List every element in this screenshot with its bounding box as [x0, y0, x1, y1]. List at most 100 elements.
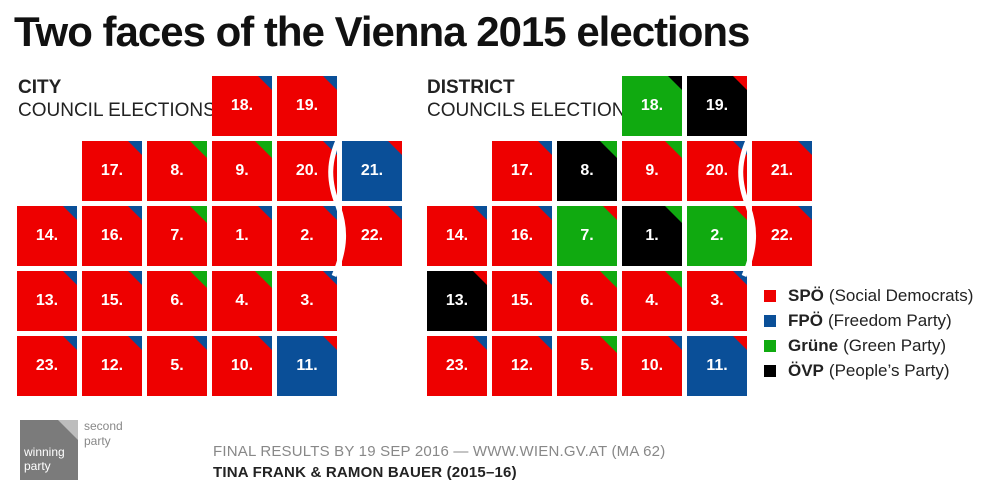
district-number: 5. [170, 357, 184, 374]
district-label-line1: DISTRICT [427, 77, 515, 98]
second-party-corner [668, 336, 682, 350]
district-cell-9: 9. [622, 141, 682, 201]
second-party-corner [63, 336, 77, 350]
district-cell-20: 20. [687, 141, 747, 201]
second-party-corner [733, 76, 747, 90]
district-number: 2. [300, 227, 314, 244]
city-cell-7: 7. [147, 206, 207, 266]
city-cell-14: 14. [17, 206, 77, 266]
second-party-corner [600, 336, 617, 353]
city-cell-5: 5. [147, 336, 207, 396]
second-party-corner [733, 206, 747, 220]
second-party-corner [538, 206, 552, 220]
district-number: 18. [230, 97, 254, 114]
district-cell-3: 3. [687, 271, 747, 331]
city-cell-9: 9. [212, 141, 272, 201]
second-party-corner [258, 76, 272, 90]
district-cell-4: 4. [622, 271, 682, 331]
second-party-corner [323, 206, 337, 220]
second-party-corner [323, 76, 337, 90]
key-winning-line2: party [24, 459, 51, 473]
key-second-line1: second [84, 419, 123, 433]
city-cell-6: 6. [147, 271, 207, 331]
city-river-separator [328, 134, 347, 277]
district-number: 9. [235, 162, 249, 179]
legend-party: ÖVP [788, 360, 824, 380]
district-panel-label: DISTRICT COUNCILS ELECTIONS [427, 76, 638, 122]
city-cell-2: 2. [277, 206, 337, 266]
second-party-corner [255, 141, 272, 158]
district-number: 9. [645, 162, 659, 179]
legend-desc: (Green Party) [843, 335, 947, 355]
district-cell-8: 8. [557, 141, 617, 201]
second-party-corner [128, 141, 142, 155]
district-number: 8. [170, 162, 184, 179]
legend-key-tile: winning party [20, 420, 78, 480]
city-cell-11: 11. [277, 336, 337, 396]
second-party-corner [258, 206, 272, 220]
key-winning-line1: winning [24, 445, 65, 459]
district-number: 19. [705, 97, 729, 114]
district-cell-13: 13. [427, 271, 487, 331]
second-party-corner [538, 271, 552, 285]
legend-party: Grüne [788, 335, 839, 355]
second-party-corner [665, 271, 682, 288]
second-party-corner [538, 336, 552, 350]
legend-desc: (Freedom Party) [827, 310, 952, 330]
district-number: 7. [170, 227, 184, 244]
city-cell-16: 16. [82, 206, 142, 266]
legend: SPÖ (Social Democrats) FPÖ (Freedom Party) G… [764, 283, 973, 383]
district-cell-23: 23. [427, 336, 487, 396]
district-number: 13. [445, 292, 469, 309]
city-label-line2: COUNCIL ELECTIONS [18, 100, 216, 121]
legend-item-spo: SPÖ (Social Democrats) [764, 283, 973, 308]
district-number: 12. [100, 357, 124, 374]
district-number: 3. [710, 292, 724, 309]
city-cell-20: 20. [277, 141, 337, 201]
district-cell-22: 22. [752, 206, 812, 266]
district-cell-6: 6. [557, 271, 617, 331]
district-number: 1. [645, 227, 659, 244]
legend-swatch [764, 314, 776, 327]
second-party-corner [63, 271, 77, 285]
district-cell-21: 21. [752, 141, 812, 201]
district-cell-16: 16. [492, 206, 552, 266]
legend-swatch [764, 364, 776, 377]
district-cell-5: 5. [557, 336, 617, 396]
district-number: 16. [100, 227, 124, 244]
footer-source: FINAL RESULTS BY 19 SEP 2016 — WWW.WIEN.… [213, 443, 666, 460]
city-cell-21: 21. [342, 141, 402, 201]
district-river-separator [738, 134, 757, 277]
district-number: 6. [580, 292, 594, 309]
chart-title: Two faces of the Vienna 2015 elections [14, 8, 750, 55]
district-cell-10: 10. [622, 336, 682, 396]
legend-swatch [764, 289, 776, 302]
district-number: 11. [706, 357, 728, 374]
legend-item-gruene: Grüne (Green Party) [764, 333, 973, 358]
district-cell-17: 17. [492, 141, 552, 201]
district-cell-14: 14. [427, 206, 487, 266]
second-party-corner [603, 206, 617, 220]
district-cell-18: 18. [622, 76, 682, 136]
city-cell-10: 10. [212, 336, 272, 396]
second-party-corner [388, 206, 402, 220]
second-party-corner [128, 206, 142, 220]
second-party-corner [600, 141, 617, 158]
district-cell-19: 19. [687, 76, 747, 136]
key-second-corner [58, 420, 78, 440]
city-cell-8: 8. [147, 141, 207, 201]
city-label-line1: CITY [18, 77, 62, 98]
district-number: 17. [100, 162, 124, 179]
city-cell-12: 12. [82, 336, 142, 396]
second-party-corner [798, 206, 812, 220]
city-cell-17: 17. [82, 141, 142, 201]
second-party-corner [323, 336, 337, 350]
district-number: 22. [360, 227, 384, 244]
legend-desc: (People’s Party) [828, 360, 950, 380]
district-number: 19. [295, 97, 319, 114]
district-cell-12: 12. [492, 336, 552, 396]
city-cell-22: 22. [342, 206, 402, 266]
legend-item-fpo: FPÖ (Freedom Party) [764, 308, 973, 333]
second-party-corner [128, 336, 142, 350]
second-party-corner [258, 336, 272, 350]
